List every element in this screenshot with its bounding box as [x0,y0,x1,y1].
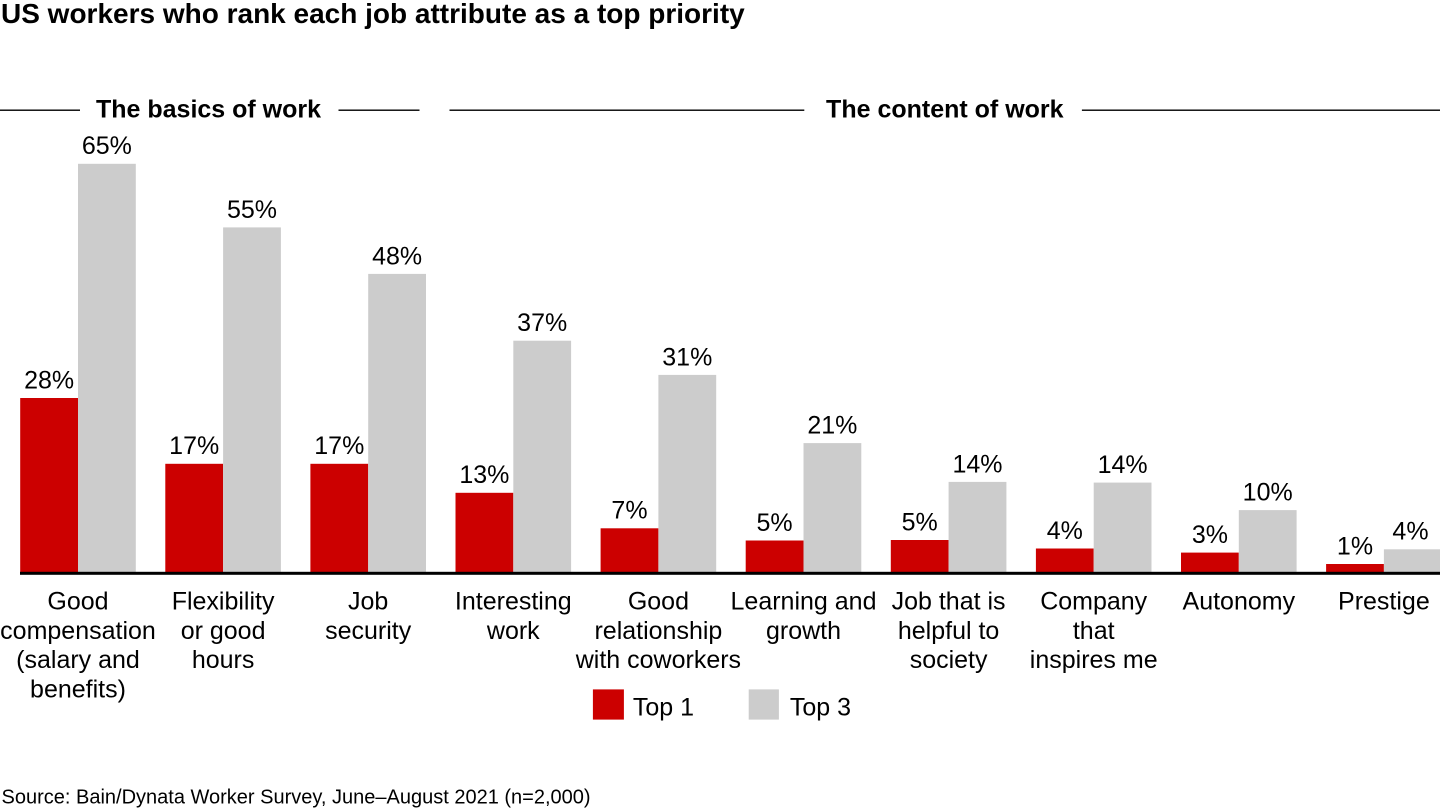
svg-text:4%: 4% [1392,518,1428,546]
svg-text:The content of work: The content of work [826,95,1064,123]
svg-text:10%: 10% [1243,479,1293,507]
svg-text:28%: 28% [24,366,74,394]
svg-text:14%: 14% [952,450,1002,478]
svg-text:17%: 17% [169,432,219,460]
svg-text:Top 3: Top 3 [790,693,851,721]
svg-text:5%: 5% [757,509,793,537]
svg-text:37%: 37% [517,309,567,337]
svg-text:US workers who rank each job a: US workers who rank each job attribute a… [1,0,745,29]
svg-text:13%: 13% [459,461,509,489]
svg-text:55%: 55% [227,196,277,224]
svg-text:7%: 7% [611,497,647,525]
svg-text:14%: 14% [1098,451,1148,479]
svg-text:Source: Bain/Dynata Worker Sur: Source: Bain/Dynata Worker Survey, June–… [2,786,591,808]
svg-text:4%: 4% [1047,517,1083,545]
svg-text:5%: 5% [902,508,938,536]
svg-text:65%: 65% [82,132,132,160]
svg-text:Top 1: Top 1 [633,693,694,721]
svg-text:48%: 48% [372,242,422,270]
svg-text:1%: 1% [1337,532,1373,560]
svg-text:21%: 21% [807,412,857,440]
svg-text:The basics of work: The basics of work [96,95,321,123]
svg-text:Prestige: Prestige [1338,587,1430,615]
svg-text:Autonomy: Autonomy [1183,587,1296,615]
svg-text:17%: 17% [314,432,364,460]
svg-text:31%: 31% [662,343,712,371]
svg-text:3%: 3% [1192,521,1228,549]
